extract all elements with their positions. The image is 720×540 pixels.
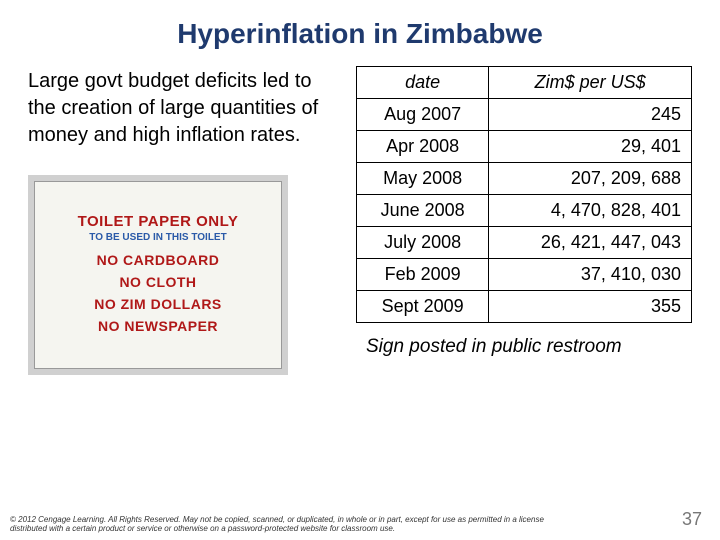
cell-date: June 2008	[357, 195, 489, 227]
table-header-row: date Zim$ per US$	[357, 67, 692, 99]
footer: © 2012 Cengage Learning. All Rights Rese…	[10, 509, 710, 534]
cell-date: Aug 2007	[357, 99, 489, 131]
copyright-text: © 2012 Cengage Learning. All Rights Rese…	[10, 515, 570, 534]
sign-no-2: NO CLOTH	[119, 274, 196, 290]
cell-value: 26, 421, 447, 043	[489, 227, 692, 259]
cell-date: Sept 2009	[357, 291, 489, 323]
cell-value: 355	[489, 291, 692, 323]
data-table: date Zim$ per US$ Aug 2007 245 Apr 2008 …	[356, 66, 692, 323]
cell-value: 4, 470, 828, 401	[489, 195, 692, 227]
table-row: Sept 2009 355	[357, 291, 692, 323]
sign-line-2: TO BE USED IN THIS TOILET	[89, 232, 226, 243]
page-number: 37	[682, 509, 710, 534]
cell-date: July 2008	[357, 227, 489, 259]
cell-value: 29, 401	[489, 131, 692, 163]
sign-caption: Sign posted in public restroom	[366, 335, 692, 360]
left-column: Large govt budget deficits led to the cr…	[28, 62, 328, 375]
table-row: Feb 2009 37, 410, 030	[357, 259, 692, 291]
table-row: May 2008 207, 209, 688	[357, 163, 692, 195]
cell-value: 245	[489, 99, 692, 131]
cell-value: 207, 209, 688	[489, 163, 692, 195]
sign-no-4: NO NEWSPAPER	[98, 318, 218, 334]
cell-date: Feb 2009	[357, 259, 489, 291]
content-area: Large govt budget deficits led to the cr…	[0, 62, 720, 375]
sign-inner: TOILET PAPER ONLY TO BE USED IN THIS TOI…	[34, 181, 282, 369]
sign-line-1: TOILET PAPER ONLY	[78, 213, 239, 230]
cell-value: 37, 410, 030	[489, 259, 692, 291]
table-row: July 2008 26, 421, 447, 043	[357, 227, 692, 259]
sign-no-3: NO ZIM DOLLARS	[94, 296, 222, 312]
page-title: Hyperinflation in Zimbabwe	[0, 0, 720, 62]
table-row: Aug 2007 245	[357, 99, 692, 131]
intro-text: Large govt budget deficits led to the cr…	[28, 62, 328, 149]
sign-image: TOILET PAPER ONLY TO BE USED IN THIS TOI…	[28, 175, 288, 375]
header-value: Zim$ per US$	[489, 67, 692, 99]
table-row: June 2008 4, 470, 828, 401	[357, 195, 692, 227]
cell-date: May 2008	[357, 163, 489, 195]
header-date: date	[357, 67, 489, 99]
sign-no-1: NO CARDBOARD	[97, 252, 220, 268]
table-row: Apr 2008 29, 401	[357, 131, 692, 163]
right-column: date Zim$ per US$ Aug 2007 245 Apr 2008 …	[356, 62, 692, 375]
cell-date: Apr 2008	[357, 131, 489, 163]
